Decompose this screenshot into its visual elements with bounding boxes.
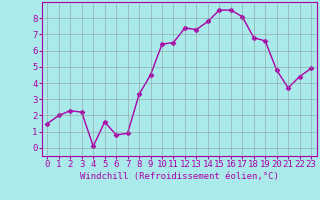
X-axis label: Windchill (Refroidissement éolien,°C): Windchill (Refroidissement éolien,°C) bbox=[80, 172, 279, 181]
